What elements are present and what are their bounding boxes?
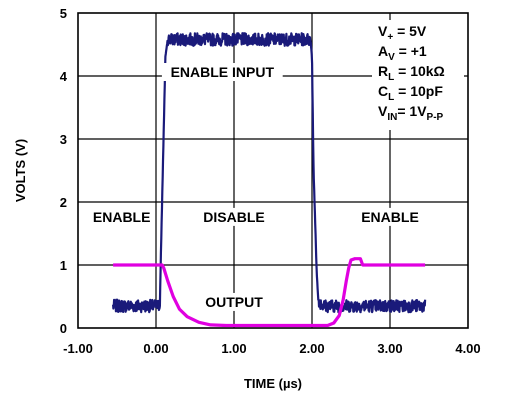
y-tick-label: 0 bbox=[60, 321, 67, 336]
y-axis-label: VOLTS (V) bbox=[13, 139, 28, 202]
condition-line: V+ = 5V bbox=[378, 23, 427, 43]
condition-line: AV = +1 bbox=[378, 43, 427, 63]
y-tick-label: 1 bbox=[60, 258, 67, 273]
annotation-label: ENABLE bbox=[93, 209, 151, 225]
condition-line: VIN= 1VP-P bbox=[378, 103, 444, 123]
condition-line: CL = 10pF bbox=[378, 83, 443, 103]
plot-frame bbox=[77, 12, 469, 329]
annotations: ENABLE INPUT ENABLE DISABLE ENABLE OUTPUT bbox=[89, 63, 423, 311]
annotation-bg bbox=[357, 207, 423, 226]
annotation-bg bbox=[197, 207, 271, 226]
annotation-label: OUTPUT bbox=[205, 294, 263, 310]
annotation-label: ENABLE bbox=[361, 209, 419, 225]
annotation-label: DISABLE bbox=[203, 209, 264, 225]
axis-ticks: -1.00 0.00 1.00 2.00 3.00 4.00 0 1 2 3 4 5 bbox=[60, 6, 481, 356]
x-tick-label: 2.00 bbox=[299, 341, 324, 356]
y-tick-label: 4 bbox=[60, 69, 68, 84]
y-tick-label: 3 bbox=[60, 132, 67, 147]
x-tick-label: -1.00 bbox=[63, 341, 93, 356]
y-tick-label: 2 bbox=[60, 195, 67, 210]
x-tick-label: 4.00 bbox=[455, 341, 480, 356]
series-line-output bbox=[113, 257, 426, 328]
x-tick-label: 1.00 bbox=[221, 341, 246, 356]
x-axis-label: TIME (µs) bbox=[244, 376, 302, 391]
annotation-bg bbox=[201, 292, 267, 311]
condition-line: RL = 10kΩ bbox=[378, 63, 445, 83]
x-tick-label: 0.00 bbox=[143, 341, 168, 356]
annotation-label: ENABLE INPUT bbox=[171, 64, 275, 80]
x-tick-label: 3.00 bbox=[377, 341, 402, 356]
conditions-bg bbox=[372, 20, 464, 130]
annotation-bg bbox=[89, 207, 154, 226]
annotation-bg bbox=[161, 63, 283, 81]
y-tick-label: 5 bbox=[60, 6, 67, 21]
